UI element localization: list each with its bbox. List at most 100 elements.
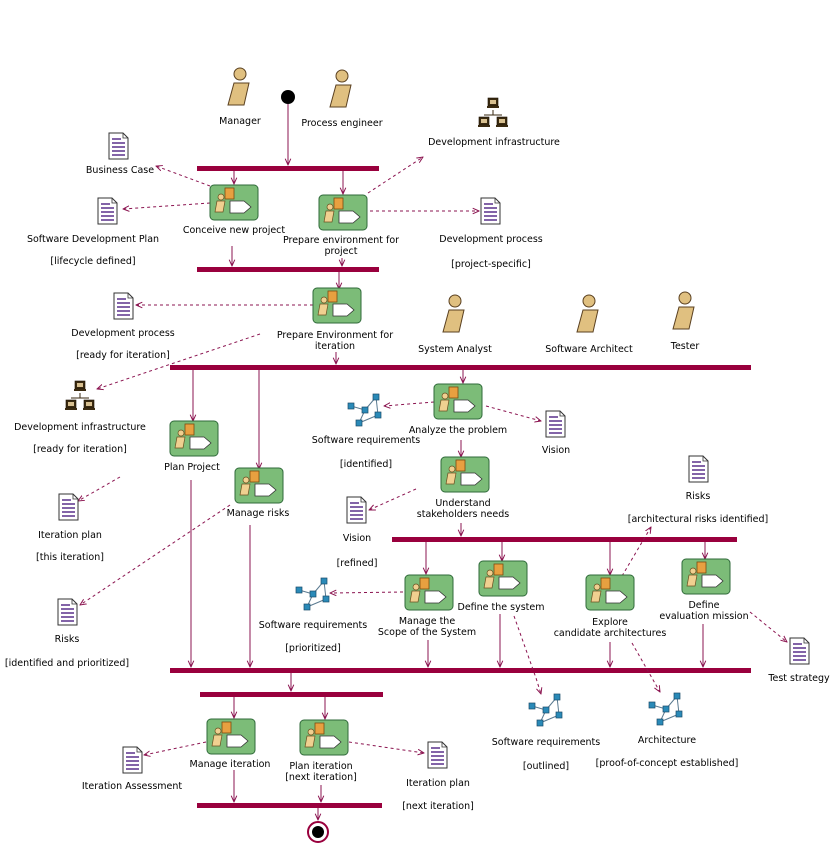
label-text: Tester xyxy=(670,341,700,352)
activity-icon xyxy=(206,718,256,755)
label-text: evaluation mission xyxy=(659,611,748,622)
actors: Manager Process engineer System Analyst Sof… xyxy=(219,67,700,355)
label-text: [next iteration] xyxy=(402,801,474,812)
label-text: Scope of the System xyxy=(378,627,476,638)
activity-manage-risks: Manage risks xyxy=(227,467,290,519)
label-text: Manage the xyxy=(399,616,456,627)
object-flow xyxy=(80,504,231,605)
label-text: Iteration Assessment xyxy=(82,781,183,792)
computer-network-icon xyxy=(65,380,95,410)
label-text: [lifecycle defined] xyxy=(50,256,135,267)
actor-icon xyxy=(576,294,599,333)
artifact-sw-req-3: Software requirements [outlined] xyxy=(492,693,601,772)
actor-icon xyxy=(227,67,250,106)
document-icon xyxy=(427,741,448,769)
label-text: Process engineer xyxy=(301,118,382,129)
artifact-risks-2: Risks [identified and prioritized] xyxy=(5,598,129,669)
object-flow xyxy=(513,615,541,694)
object-flow xyxy=(330,592,404,593)
label-text: Development process xyxy=(439,234,543,245)
object-flow xyxy=(631,642,660,692)
label-text: [refined] xyxy=(337,558,378,569)
artifact-vision-2: Vision [refined] xyxy=(337,496,378,569)
actor-process-engineer: Process engineer xyxy=(301,69,383,129)
label-text: Software Development Plan xyxy=(27,234,159,245)
label-text: stakeholders needs xyxy=(417,509,509,520)
activity-icon xyxy=(440,456,490,493)
object-flow xyxy=(384,401,435,406)
activity-icon xyxy=(433,383,483,420)
actor-icon xyxy=(672,291,695,330)
label-text: [identified] xyxy=(340,459,392,470)
object-flow xyxy=(369,488,417,510)
control-flows xyxy=(191,104,705,820)
activity-icon xyxy=(299,719,349,756)
label-text: Test strategy xyxy=(767,673,830,684)
document-icon xyxy=(688,455,709,483)
object-flow xyxy=(97,333,261,389)
artifacts: Business Case Software Development Plan [l… xyxy=(5,97,830,812)
label-text: Understand xyxy=(435,498,490,509)
document-icon xyxy=(57,598,78,626)
artifact-sdp: Software Development Plan [lifecycle defi… xyxy=(27,197,159,267)
document-icon xyxy=(545,410,566,438)
fork-bar-1 xyxy=(197,166,379,171)
label-text: Iteration plan xyxy=(406,778,470,789)
document-icon xyxy=(113,292,134,320)
label-text: [next iteration] xyxy=(285,772,357,783)
model-icon xyxy=(528,693,563,727)
label-text: Risks xyxy=(686,491,711,502)
object-flow xyxy=(749,611,787,642)
label-text: Software requirements xyxy=(312,435,421,446)
label-text: Prepare Environment for xyxy=(277,330,393,341)
label-text: [proof-of-concept established] xyxy=(596,758,739,769)
label-text: [ready for iteration] xyxy=(76,350,170,361)
label-text: Plan iteration xyxy=(289,761,352,772)
model-icon xyxy=(347,393,382,427)
artifact-vision-1: Vision xyxy=(542,410,570,456)
activity-icon xyxy=(585,574,635,611)
label-text: Software requirements xyxy=(492,737,601,748)
actor-system-analyst: System Analyst xyxy=(418,294,492,355)
label-text: Plan Project xyxy=(164,462,220,473)
artifact-sw-req-1: Software requirements [identified] xyxy=(312,393,421,470)
label-text: Development infrastructure xyxy=(428,137,560,148)
activity-analyze: Analyze the problem xyxy=(409,383,507,436)
object-flows xyxy=(78,157,787,755)
initial-node xyxy=(281,90,295,104)
label-text: Conceive new project xyxy=(183,225,286,236)
label-text: Vision xyxy=(343,533,371,544)
label-text: Software Architect xyxy=(545,344,633,355)
activity-icon xyxy=(169,420,219,457)
label-text: Manage risks xyxy=(227,508,290,519)
artifact-architecture: Architecture [proof-of-concept establishe… xyxy=(596,692,739,769)
label-text: Explore xyxy=(592,617,628,628)
label-text: [project-specific] xyxy=(451,259,531,270)
label-text: Business Case xyxy=(86,165,154,176)
label-text: Analyze the problem xyxy=(409,425,507,436)
artifact-business-case: Business Case xyxy=(86,132,154,176)
object-flow xyxy=(367,157,423,194)
fork-bar-2 xyxy=(170,365,751,370)
activity-define-system: Define the system xyxy=(458,560,544,613)
actor-software-architect: Software Architect xyxy=(545,294,633,355)
label-text: Manage iteration xyxy=(190,759,271,770)
actor-icon xyxy=(329,69,352,108)
actor-tester: Tester xyxy=(670,291,700,352)
artifact-test-strategy: Test strategy xyxy=(767,637,830,684)
activity-icon xyxy=(681,558,731,595)
activity-icon xyxy=(234,467,284,504)
label-text: Development process xyxy=(71,328,175,339)
activity-icon xyxy=(312,287,362,324)
label-text: Define xyxy=(688,600,719,611)
label-text: [outlined] xyxy=(523,761,569,772)
object-flow xyxy=(123,202,211,209)
artifact-dev-infra-1: Development infrastructure xyxy=(428,97,560,148)
document-icon xyxy=(789,637,810,665)
activity-plan-iter: Plan iteration[next iteration] xyxy=(285,719,357,783)
